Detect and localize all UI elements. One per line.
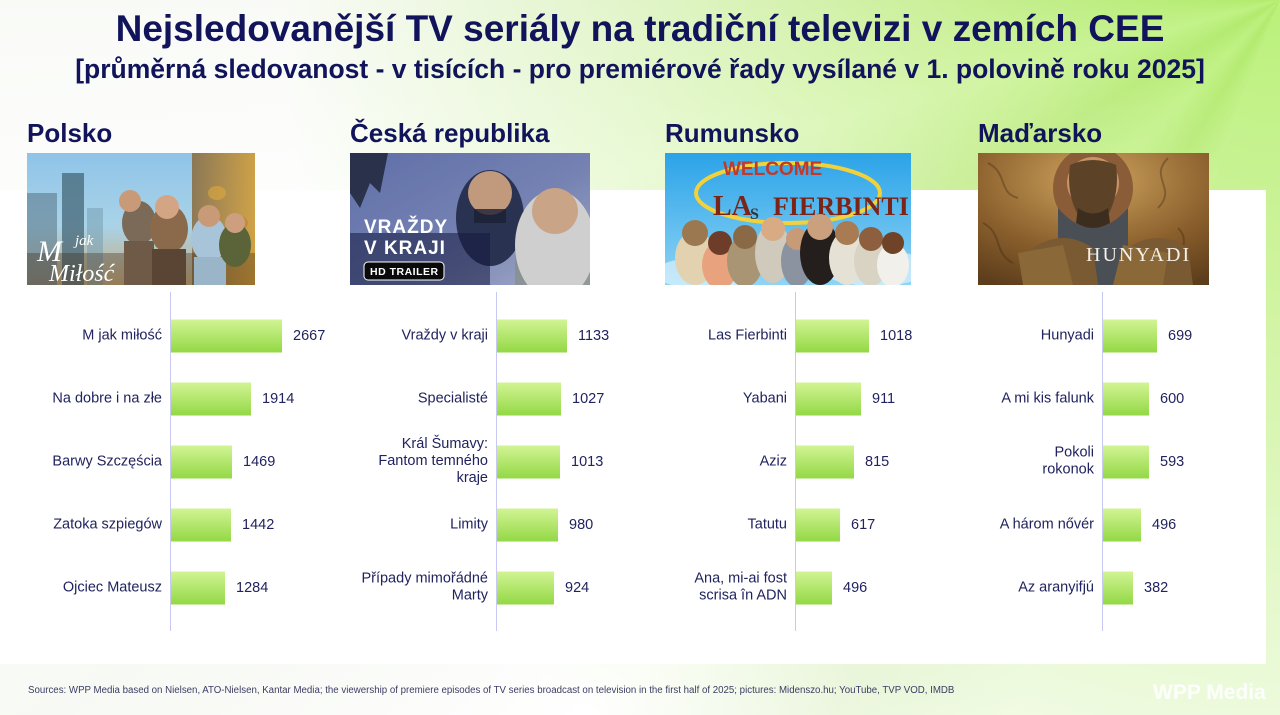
svg-text:WELCOME: WELCOME <box>723 159 822 180</box>
svg-text:S: S <box>750 206 759 223</box>
svg-text:jak: jak <box>73 233 94 249</box>
svg-text:V KRAJI: V KRAJI <box>364 238 446 259</box>
svg-text:HUNYADI: HUNYADI <box>1086 244 1191 266</box>
svg-text:HD TRAILER: HD TRAILER <box>370 266 439 278</box>
svg-text:LA: LA <box>713 191 753 222</box>
svg-text:VRAŽDY: VRAŽDY <box>364 216 448 238</box>
svg-text:FIERBINTI: FIERBINTI <box>773 192 909 221</box>
svg-text:Miłość: Miłość <box>48 261 116 285</box>
